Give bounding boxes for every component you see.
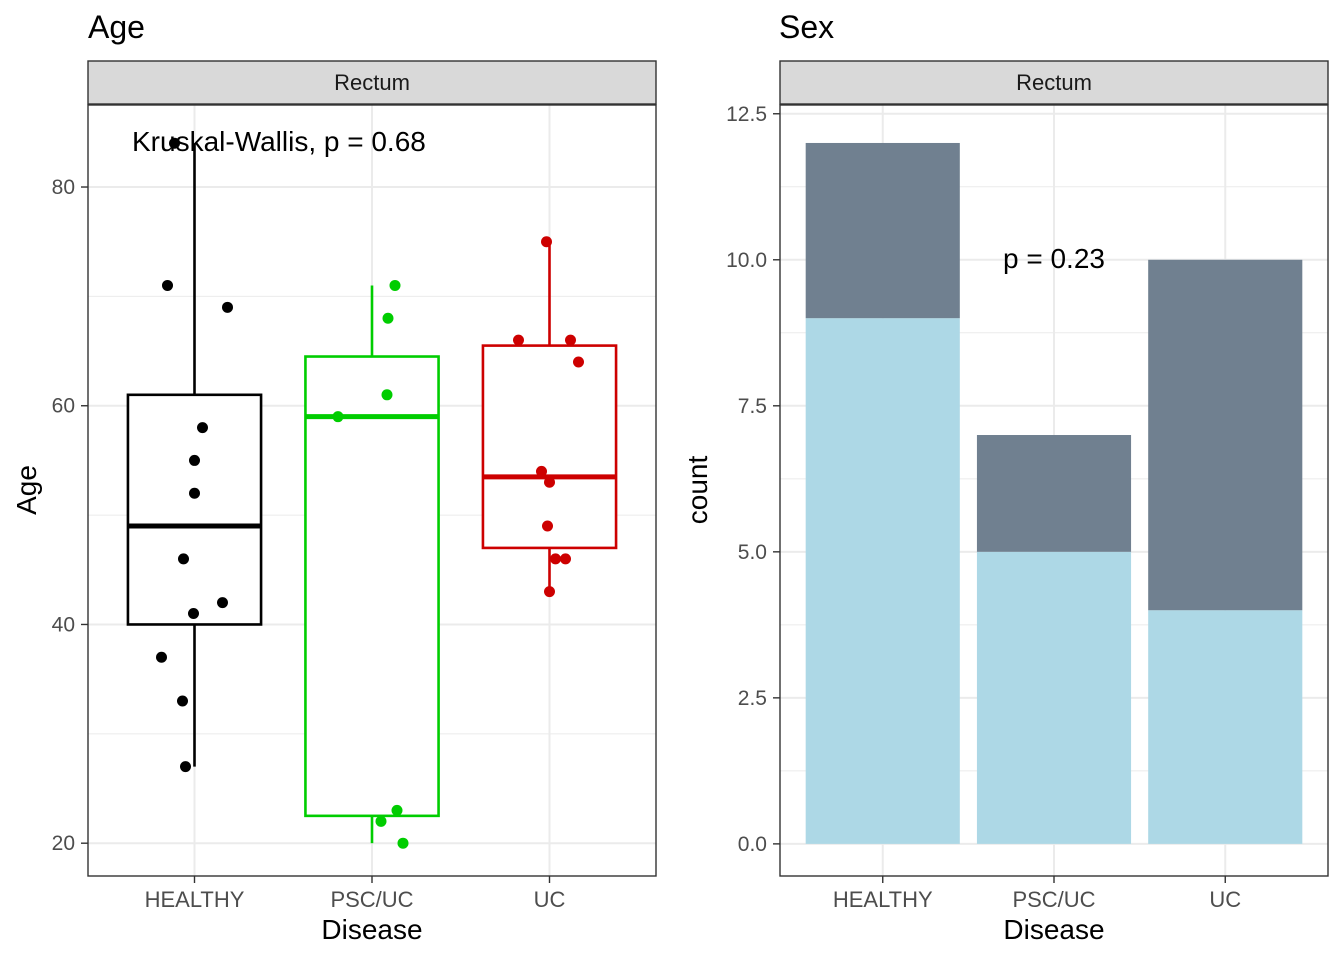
sex-bar-segment-healthy-1 [805,318,960,844]
age-x-tick-label-psc-uc: PSC/UC [330,887,413,912]
age-facet-strip [87,60,657,105]
age-axes: 20 40 60 80 HEALTHY PSC/UC UC [52,176,566,912]
age-y-tick-label: 80 [52,176,75,199]
age-point-psc-uc [375,815,387,827]
age-point-healthy [197,422,208,434]
age-point-uc [544,586,555,598]
age-point-healthy [169,137,180,149]
age-point-healthy [217,597,228,609]
age-y-tick-label: 40 [52,613,75,636]
sex-x-tick-label-healthy: HEALTHY [833,887,933,912]
sex-x-tick-label-psc-uc: PSC/UC [1012,887,1095,912]
age-point-healthy [222,301,233,313]
age-box-healthy [126,393,263,626]
age-point-psc-uc [381,389,393,401]
sex-x-tick-label-uc: UC [1209,887,1241,912]
sex-y-tick-label: 7.5 [738,395,767,418]
age-y-tick-label: 20 [52,832,75,855]
age-point-psc-uc [332,411,344,423]
age-point-psc-uc [382,312,394,324]
age-chart-title: Age [88,9,145,45]
age-point-psc-uc [397,837,409,849]
age-facet-label: Rectum [334,70,410,95]
age-point-healthy [156,651,167,663]
age-point-uc [573,356,584,368]
sex-p-value-annotation: p = 0.23 [1003,243,1105,274]
sex-chart-title: Sex [779,9,834,45]
sex-bar-segment-uc-2 [1148,259,1303,611]
age-x-tick-label-uc: UC [534,887,566,912]
age-point-psc-uc [391,804,403,816]
sex-marks [805,142,1303,844]
age-point-healthy [189,487,200,499]
sex-facet-strip [779,60,1329,105]
age-marks [126,137,618,849]
sex-y-tick-label: 0.0 [738,833,767,856]
sex-x-axis-title: Disease [1003,914,1104,945]
age-point-psc-uc [389,279,401,291]
sex-y-tick-label: 5.0 [738,541,767,564]
sex-y-tick-label: 10.0 [726,249,767,272]
sex-bar-segment-uc-1 [1148,610,1303,844]
age-point-healthy [189,454,200,466]
sex-bar-segment-healthy-2 [805,142,960,319]
sex-facet-label: Rectum [1016,70,1092,95]
age-x-tick-label-healthy: HEALTHY [145,887,245,912]
sex-y-axis-title: count [682,456,713,525]
age-x-axis-title: Disease [321,914,422,945]
age-y-axis-title: Age [11,465,42,515]
sex-y-tick-label: 2.5 [738,687,767,710]
sex-y-tick-label: 12.5 [726,103,767,126]
age-kruskal-wallis-annotation: Kruskal-Wallis, p = 0.68 [132,126,426,157]
age-point-uc [541,236,552,248]
sex-bar-segment-psc-uc-1 [976,551,1132,844]
age-box-psc-uc [304,355,440,818]
age-point-healthy [162,279,173,291]
age-point-healthy [188,608,199,620]
age-point-uc [560,553,571,565]
age-point-uc [536,465,547,477]
sex-bar-segment-psc-uc-2 [976,435,1132,552]
sex-axes: 0.0 2.5 5.0 7.5 10.0 12.5 HEALTHY PSC/UC UC [726,103,1241,912]
age-point-uc [550,553,561,565]
age-point-healthy [178,553,189,565]
age-point-healthy [177,695,188,707]
age-point-uc [513,334,524,346]
age-point-uc [542,520,553,532]
age-point-uc [565,334,576,346]
age-point-uc [544,476,555,488]
age-point-healthy [180,761,191,773]
age-box-uc [481,344,618,550]
age-y-tick-label: 60 [52,395,75,418]
